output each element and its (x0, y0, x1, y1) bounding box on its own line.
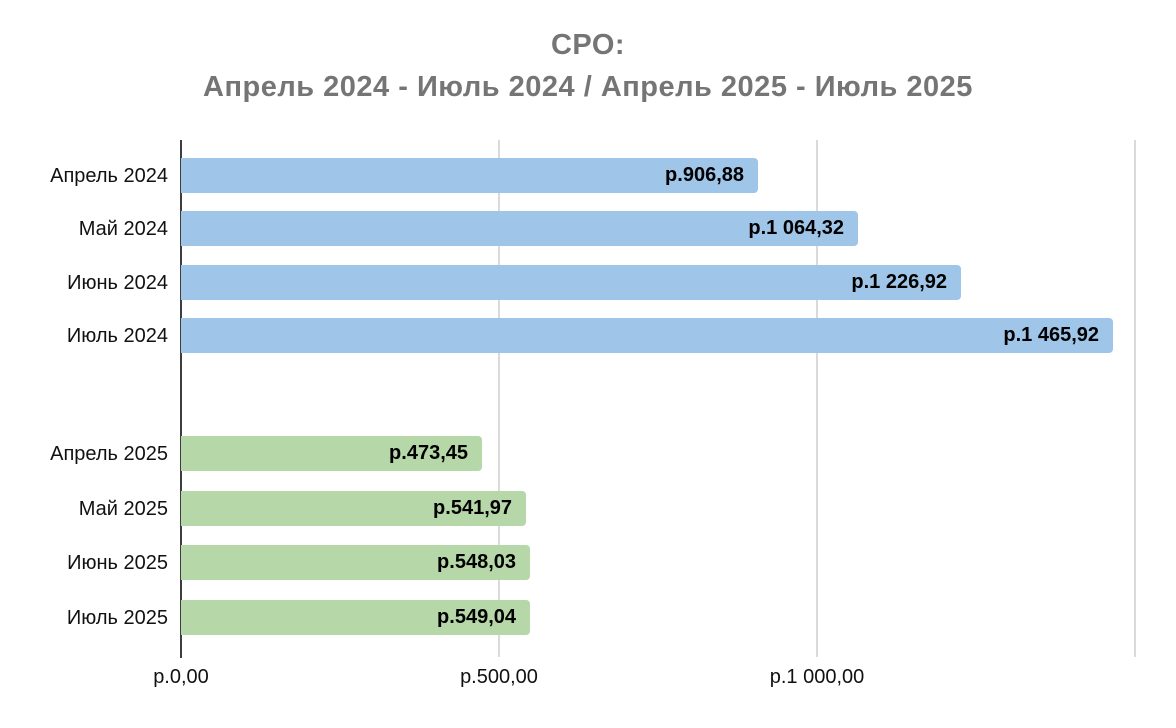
bar[interactable]: р.549,04 (181, 600, 530, 635)
x-axis-tick-label: р.0,00 (153, 666, 209, 688)
bar-value-label: р.473,45 (389, 442, 468, 464)
chart-title: СРО: Апрель 2024 - Июль 2024 / Апрель 20… (0, 24, 1176, 108)
bar-value-label: р.549,04 (437, 606, 516, 628)
chart-title-line1: СРО: (550, 29, 626, 61)
category-label: Апрель 2024 (50, 165, 168, 187)
category-label: Июль 2024 (66, 325, 168, 347)
y-axis-line (180, 140, 182, 658)
bar[interactable]: р.1 465,92 (181, 318, 1113, 353)
category-label: Май 2024 (78, 218, 168, 240)
category-label: Июнь 2024 (67, 272, 168, 294)
bar-value-label: р.906,88 (665, 164, 744, 186)
bar[interactable]: р.541,97 (181, 491, 526, 526)
gridline (816, 140, 818, 657)
category-label: Июль 2025 (66, 607, 168, 629)
bar-value-label: р.541,97 (433, 497, 512, 519)
category-label: Май 2025 (78, 498, 168, 520)
bar[interactable]: р.906,88 (181, 158, 758, 193)
bar-value-label: р.1 465,92 (1003, 324, 1099, 346)
category-label: Апрель 2025 (50, 443, 168, 465)
bar-value-label: р.1 226,92 (851, 271, 947, 293)
chart-title-line2: Апрель 2024 - Июль 2024 / Апрель 2025 - … (203, 71, 973, 103)
gridline (1134, 140, 1136, 657)
x-axis-tick-label: р.500,00 (460, 666, 538, 688)
bar[interactable]: р.548,03 (181, 545, 530, 580)
bar-value-label: р.548,03 (437, 551, 516, 573)
category-label: Июнь 2025 (67, 552, 168, 574)
x-axis-tick-label: р.1 000,00 (769, 666, 865, 688)
gridline (498, 140, 500, 657)
bar[interactable]: р.473,45 (181, 436, 482, 471)
bar[interactable]: р.1 064,32 (181, 211, 858, 246)
bar[interactable]: р.1 226,92 (181, 265, 961, 300)
bar-value-label: р.1 064,32 (748, 217, 844, 239)
